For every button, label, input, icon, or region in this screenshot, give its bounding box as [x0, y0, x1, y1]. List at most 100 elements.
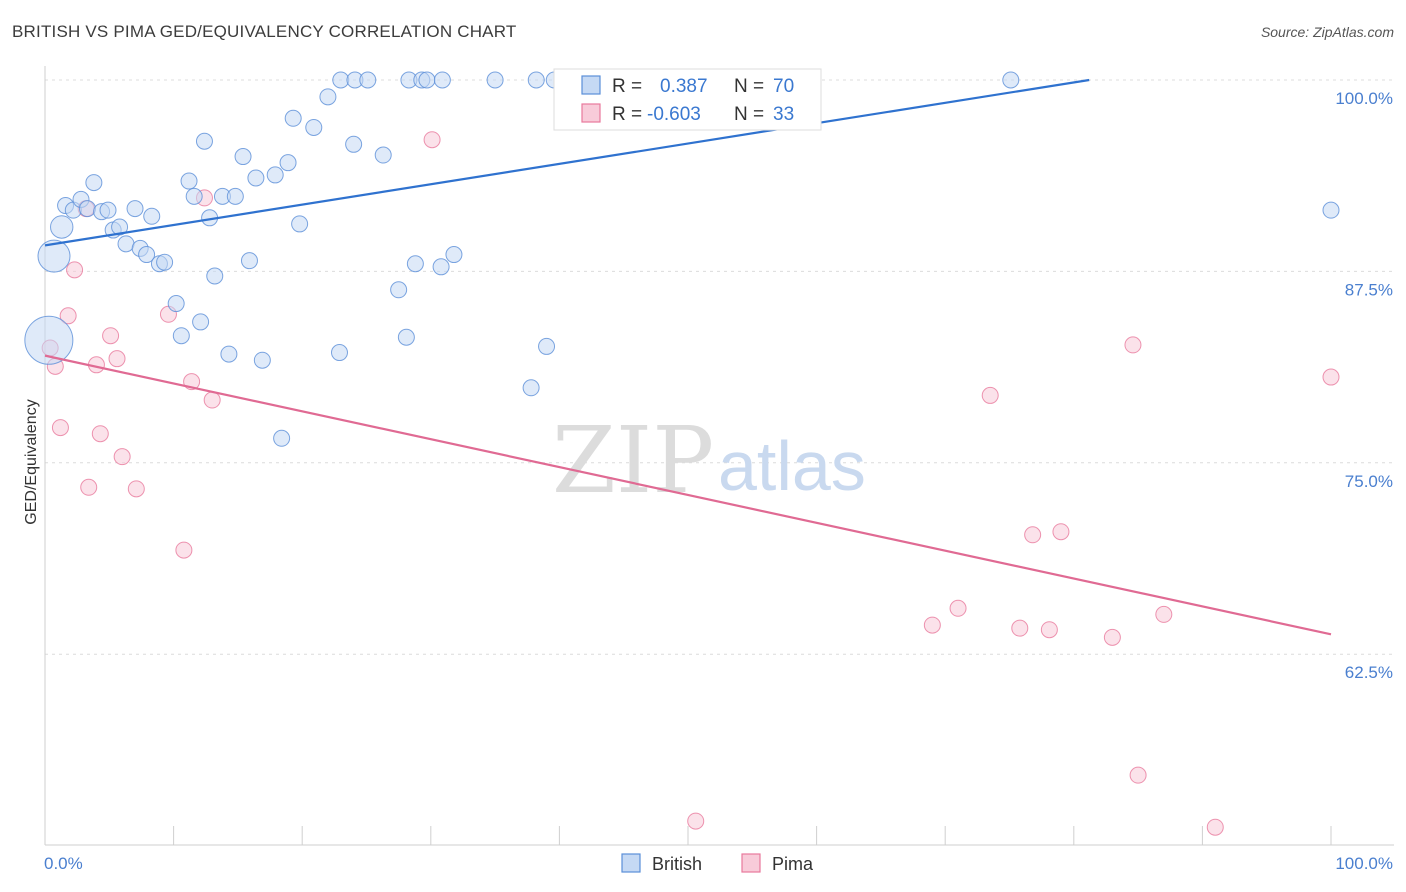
british-point-39	[305, 118, 323, 136]
british-point-24	[195, 132, 213, 150]
british-point-26	[206, 267, 224, 285]
british-point-34	[266, 166, 284, 184]
stats-swatch-pima	[581, 103, 601, 123]
gridlines	[45, 79, 1394, 655]
british-point-30	[234, 148, 252, 166]
stats-british-r-value: 0.387	[660, 76, 708, 97]
stats-swatch-british	[581, 75, 601, 95]
british-point-21	[180, 172, 198, 190]
british-point-15	[138, 246, 156, 264]
chart-title: BRITISH VS PIMA GED/EQUIVALENCY CORRELAT…	[12, 22, 517, 41]
stats-box: R = 0.387 N = 70 R = -0.603 N = 33	[553, 68, 822, 131]
british-point-9	[99, 201, 117, 219]
pima-point-25	[1011, 619, 1029, 637]
british-point-18	[156, 253, 174, 271]
y-tick-label-1: 87.5%	[1345, 280, 1393, 299]
legend: British Pima	[621, 853, 814, 874]
legend-label-pima: Pima	[772, 854, 814, 874]
british-point-12	[117, 235, 135, 253]
pima-point-26	[1024, 526, 1042, 544]
british-point-23	[192, 313, 210, 331]
x-tick-labels: 0.0% 100.0%	[44, 854, 1393, 873]
axes	[44, 66, 1394, 846]
legend-swatch-british	[621, 853, 641, 873]
y-tick-label-0: 100.0%	[1335, 89, 1393, 108]
british-point-46	[374, 146, 392, 164]
pima-point-10	[108, 350, 126, 368]
pima-point-14	[175, 541, 193, 559]
british-point-22	[185, 187, 203, 205]
stats-pima-n-value: 33	[773, 104, 794, 125]
legend-swatch-pima	[741, 853, 761, 873]
watermark-zip: ZIP	[552, 407, 714, 514]
pima-point-27	[1040, 621, 1058, 639]
british-point-56	[486, 71, 504, 89]
british-point-29	[226, 187, 244, 205]
british-point-47	[390, 281, 408, 299]
british-point-53	[433, 71, 451, 89]
british-point-59	[538, 337, 556, 355]
british-point-48	[397, 328, 415, 346]
british-point-40	[319, 88, 337, 106]
pima-point-8	[91, 425, 109, 443]
british-point-35	[273, 429, 291, 447]
british-point-54	[432, 258, 450, 276]
british-point-1	[24, 315, 74, 365]
british-point-52	[418, 71, 436, 89]
watermark-atlas: atlas	[718, 427, 866, 505]
x-tick-label-0: 0.0%	[44, 854, 83, 873]
pima-point-6	[80, 478, 98, 496]
british-point-0	[37, 239, 71, 273]
pima-point-21	[687, 812, 705, 830]
british-point-37	[284, 109, 302, 127]
british-point-38	[291, 215, 309, 233]
stats-pima-n-label: N =	[734, 104, 764, 125]
british-point-7	[85, 174, 103, 192]
british-point-28	[220, 345, 238, 363]
pima-point-18	[423, 131, 441, 149]
pima-point-2	[51, 419, 69, 437]
pima-point-17	[203, 391, 221, 409]
stats-pima-r-label: R =	[612, 104, 642, 125]
british-point-68	[1322, 201, 1340, 219]
pima-point-28	[1052, 523, 1070, 541]
british-point-55	[445, 246, 463, 264]
pima-point-33	[1206, 818, 1224, 836]
pima-point-12	[127, 480, 145, 498]
british-trend-line	[44, 78, 1090, 247]
source-label: Source: ZipAtlas.com	[1260, 24, 1394, 40]
y-tick-label-2: 75.0%	[1345, 472, 1393, 491]
british-point-33	[253, 351, 271, 369]
british-point-57	[522, 379, 540, 397]
pima-point-29	[1103, 628, 1121, 646]
british-point-45	[359, 71, 377, 89]
pima-point-24	[981, 386, 999, 404]
y-tick-labels: 100.0% 87.5% 75.0% 62.5%	[1335, 89, 1393, 682]
pima-point-30	[1124, 336, 1142, 354]
pima-point-31	[1129, 766, 1147, 784]
legend-label-british: British	[652, 854, 702, 874]
stats-pima-r-value: -0.603	[647, 104, 701, 125]
british-point-50	[406, 255, 424, 273]
british-point-6	[78, 200, 96, 218]
trend-lines	[44, 78, 1332, 636]
x-tick-label-1: 100.0%	[1335, 854, 1393, 873]
british-point-2	[50, 215, 74, 239]
british-point-67	[1002, 71, 1020, 89]
pima-point-9	[102, 327, 120, 345]
british-point-20	[172, 327, 190, 345]
pima-point-3	[59, 307, 77, 325]
pima-point-32	[1155, 605, 1173, 623]
british-point-43	[345, 135, 363, 153]
british-point-41	[330, 344, 348, 362]
stats-british-n-value: 70	[773, 76, 794, 97]
pima-point-11	[113, 448, 131, 466]
british-point-58	[527, 71, 545, 89]
pima-point-34	[1322, 368, 1340, 386]
stats-british-n-label: N =	[734, 76, 764, 97]
british-point-32	[247, 169, 265, 187]
pima-point-22	[923, 616, 941, 634]
pima-point-23	[949, 599, 967, 617]
british-point-31	[240, 252, 258, 270]
